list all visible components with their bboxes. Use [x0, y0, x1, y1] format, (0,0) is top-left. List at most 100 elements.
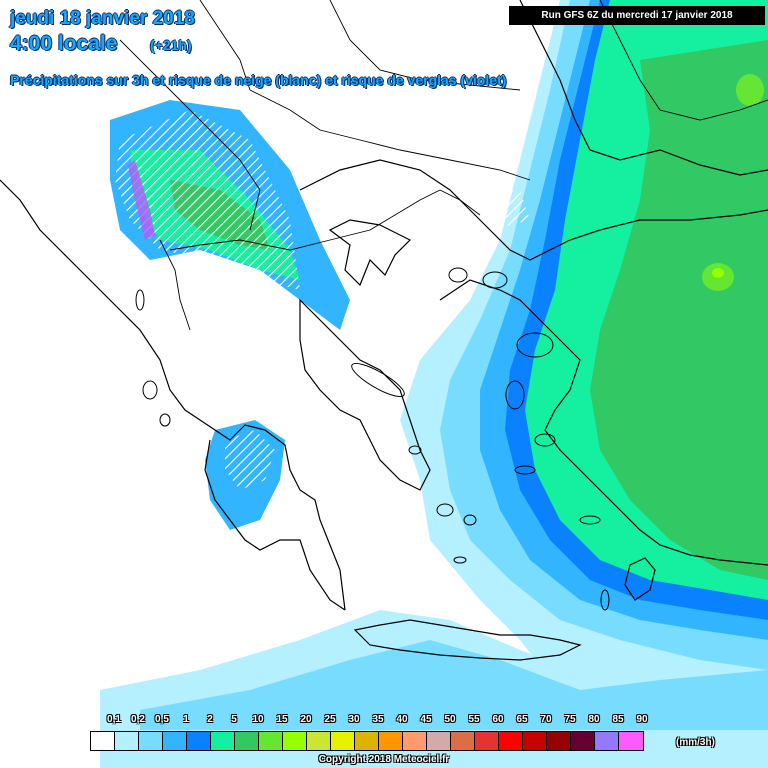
island-lesbos: [516, 332, 554, 358]
island-karpathos: [600, 589, 610, 611]
legend-label: 85: [612, 714, 624, 725]
legend-label: 25: [324, 714, 336, 725]
islands: [135, 267, 610, 611]
forecast-offset: (+21h): [150, 37, 192, 53]
legend-label: 55: [468, 714, 480, 725]
island-samos: [534, 433, 556, 447]
legend-swatch: [187, 732, 211, 750]
borders: [119, 0, 768, 331]
legend-label: 0,5: [155, 714, 169, 725]
legend-swatch: [139, 732, 163, 750]
border-serbia: [199, 0, 251, 91]
coastline-black-sea: [519, 0, 768, 176]
legend-unit: (mm/3h): [676, 737, 715, 748]
snow-hatch-north: [115, 110, 300, 290]
freezing-rain-patch: [128, 160, 155, 240]
island-zakynthos: [159, 413, 171, 427]
legend-swatch: [235, 732, 259, 750]
border-north-greece: [169, 189, 441, 251]
legend-label: 45: [420, 714, 432, 725]
snow-hatch-peloponnese: [225, 430, 275, 490]
coastline-crete: [353, 619, 582, 661]
precip-blue-south: [140, 640, 768, 730]
legend-swatch: [163, 732, 187, 750]
legend-label: 10: [252, 714, 264, 725]
coastline-rhodes: [624, 557, 656, 601]
copyright-notice: Copyright 2018 Meteociel.fr: [318, 754, 450, 765]
legend-label: 75: [564, 714, 576, 725]
precip-dark-green-east: [590, 40, 768, 580]
run-info-box: Run GFS 6Z du mercredi 17 janvier 2018: [509, 6, 765, 25]
legend-label: 65: [516, 714, 528, 725]
coastline-greece-east: [299, 298, 431, 491]
island-euboea: [351, 362, 405, 398]
legend-label: 40: [396, 714, 408, 725]
border-east: [599, 0, 768, 121]
legend-swatch: [307, 732, 331, 750]
border-albania: [159, 239, 191, 331]
legend-label: 2: [207, 714, 213, 725]
legend-swatch: [211, 732, 235, 750]
island-thasos: [448, 267, 468, 283]
map-description: Précipitations sur 3h et risque de neige…: [10, 72, 507, 88]
island-paros: [463, 514, 477, 526]
snow-hatch-top: [470, 0, 520, 20]
island-kefalonia: [142, 380, 158, 400]
coastline-chalkidiki: [328, 219, 412, 287]
legend-swatch: [547, 732, 571, 750]
island-naxos: [436, 503, 454, 517]
border-balkans-west: [119, 39, 261, 231]
legend-color-bar: [90, 731, 644, 751]
border-bulgaria: [249, 89, 531, 181]
legend-swatch: [115, 732, 139, 750]
coastlines: [0, 0, 768, 661]
legend-label: 60: [492, 714, 504, 725]
legend-label: 30: [348, 714, 360, 725]
legend-label: 50: [444, 714, 456, 725]
legend-label: 15: [276, 714, 288, 725]
legend-swatch: [331, 732, 355, 750]
coastline-turkey-west: [439, 279, 768, 566]
legend-swatch: [499, 732, 523, 750]
forecast-date: jeudi 18 janvier 2018: [10, 8, 195, 29]
island-santorini: [453, 556, 467, 564]
precip-green-spot-north: [736, 74, 764, 106]
precip-lime-spot: [712, 268, 724, 278]
forecast-time: 4:00 locale: [10, 32, 118, 55]
legend-label: 5: [231, 714, 237, 725]
legend-label: 1: [183, 714, 189, 725]
legend-swatch: [91, 732, 115, 750]
legend-swatch: [403, 732, 427, 750]
border-turkey-thrace: [439, 189, 481, 216]
island-lemnos: [482, 271, 508, 289]
legend-swatch: [427, 732, 451, 750]
legend-label: 0,2: [131, 714, 145, 725]
legend-swatch: [283, 732, 307, 750]
snow-hatch-coast: [460, 190, 530, 230]
legend-swatch: [379, 732, 403, 750]
legend-labels: 0,1 0,2 0,5 1 2 5 10 15 20 25 30 35 40 45 50 55 60 65 70 75…: [0, 714, 768, 728]
legend-label: 20: [300, 714, 312, 725]
legend-swatch: [355, 732, 379, 750]
island-andros: [408, 445, 422, 455]
legend-swatch: [571, 732, 595, 750]
coastline-balkans: [0, 179, 346, 611]
legend-swatch: [475, 732, 499, 750]
legend-swatch: [259, 732, 283, 750]
legend-label: 0,1: [107, 714, 121, 725]
legend-swatch: [595, 732, 619, 750]
legend-label: 80: [588, 714, 600, 725]
legend-label: 90: [636, 714, 648, 725]
legend-swatch: [451, 732, 475, 750]
island-corfu: [135, 289, 145, 311]
legend-label: 35: [372, 714, 384, 725]
island-chios: [505, 380, 525, 410]
coastline-north-aegean: [299, 159, 768, 261]
island-kos: [579, 515, 601, 525]
freezing-rain-areas: [128, 160, 155, 240]
legend-swatch: [619, 732, 643, 750]
island-ikaria: [514, 465, 536, 475]
legend-label: 70: [540, 714, 552, 725]
border-romania: [329, 0, 521, 91]
